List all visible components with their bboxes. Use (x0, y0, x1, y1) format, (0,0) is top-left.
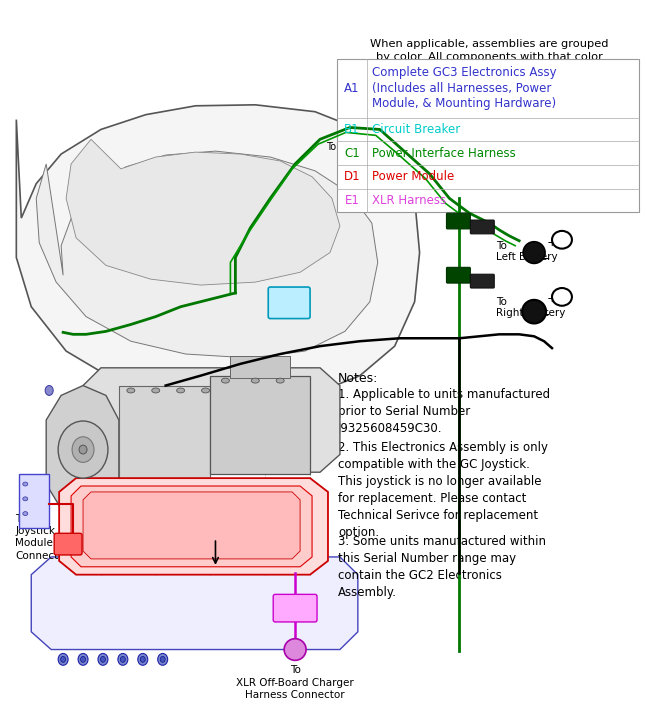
Ellipse shape (72, 437, 94, 462)
Text: To
Joystick
Module
Connector: To Joystick Module Connector (16, 513, 69, 561)
Ellipse shape (23, 512, 28, 515)
Text: +: + (547, 236, 558, 249)
Polygon shape (59, 478, 328, 575)
Ellipse shape (118, 654, 128, 665)
FancyBboxPatch shape (470, 274, 494, 288)
Text: Complete GC3 Electronics Assy
(Includes all Harnesses, Power
Module, & Mounting : Complete GC3 Electronics Assy (Includes … (372, 66, 556, 110)
Text: 3. Some units manufactured within
this Serial Number range may
contain the GC2 E: 3. Some units manufactured within this S… (338, 535, 546, 599)
FancyBboxPatch shape (470, 220, 494, 234)
Text: Notes:: Notes: (338, 372, 378, 385)
Ellipse shape (23, 482, 28, 486)
Text: 2. This Electronics Assembly is only
compatible with the GC Joystick.
This joyst: 2. This Electronics Assembly is only com… (338, 441, 548, 540)
Ellipse shape (45, 386, 53, 396)
Text: XLR Harness: XLR Harness (372, 194, 446, 207)
FancyBboxPatch shape (446, 213, 470, 229)
Polygon shape (46, 386, 119, 518)
Polygon shape (210, 376, 310, 474)
Text: To
Left Battery: To Left Battery (496, 241, 558, 262)
Text: Power Module: Power Module (372, 170, 454, 183)
Ellipse shape (58, 654, 68, 665)
Text: To
Right Battery: To Right Battery (496, 297, 565, 318)
Ellipse shape (251, 378, 259, 383)
Polygon shape (16, 105, 420, 401)
Ellipse shape (120, 657, 126, 662)
Ellipse shape (276, 378, 284, 383)
Ellipse shape (523, 242, 545, 264)
Ellipse shape (140, 657, 146, 662)
Ellipse shape (284, 639, 306, 660)
Text: −: − (540, 308, 551, 322)
FancyBboxPatch shape (273, 594, 317, 622)
Polygon shape (19, 474, 49, 528)
Ellipse shape (158, 654, 168, 665)
Text: A1: A1 (344, 82, 360, 94)
FancyBboxPatch shape (54, 533, 82, 555)
Text: D1: D1 (344, 170, 360, 183)
Ellipse shape (61, 657, 65, 662)
Text: Power Interface Harness: Power Interface Harness (372, 147, 516, 160)
Text: E1: E1 (344, 194, 359, 207)
Ellipse shape (100, 657, 105, 662)
Ellipse shape (23, 497, 28, 501)
Ellipse shape (79, 445, 87, 454)
Text: +: + (547, 292, 558, 305)
Ellipse shape (98, 654, 108, 665)
Ellipse shape (552, 288, 572, 306)
Ellipse shape (552, 231, 572, 249)
Ellipse shape (152, 388, 160, 393)
Polygon shape (71, 486, 312, 566)
Polygon shape (83, 368, 340, 472)
Text: When applicable, assemblies are grouped
by color. All components with that color: When applicable, assemblies are grouped … (370, 39, 609, 75)
Polygon shape (83, 492, 300, 559)
Text: 1. Applicable to units manufactured
prior to Serial Number
J9325608459C30.: 1. Applicable to units manufactured prio… (338, 388, 550, 435)
Ellipse shape (201, 388, 210, 393)
Bar (337, 59, 639, 212)
Text: −: − (540, 252, 551, 266)
Polygon shape (36, 151, 378, 358)
Text: C1: C1 (344, 147, 360, 160)
Text: To: To (326, 143, 336, 152)
Ellipse shape (58, 421, 108, 478)
FancyBboxPatch shape (446, 267, 470, 283)
Ellipse shape (127, 388, 135, 393)
Ellipse shape (160, 657, 165, 662)
Ellipse shape (177, 388, 184, 393)
Ellipse shape (78, 654, 88, 665)
Text: To
XLR Off-Board Charger
Harness Connector: To XLR Off-Board Charger Harness Connect… (236, 665, 354, 700)
Text: Circuit Breaker: Circuit Breaker (372, 123, 460, 136)
Polygon shape (119, 386, 210, 518)
Text: B1: B1 (344, 123, 360, 136)
Polygon shape (230, 356, 290, 378)
Ellipse shape (221, 378, 230, 383)
Polygon shape (31, 557, 358, 649)
FancyBboxPatch shape (269, 287, 310, 318)
Polygon shape (66, 139, 340, 285)
Ellipse shape (138, 654, 148, 665)
Ellipse shape (522, 300, 546, 323)
Ellipse shape (80, 657, 85, 662)
